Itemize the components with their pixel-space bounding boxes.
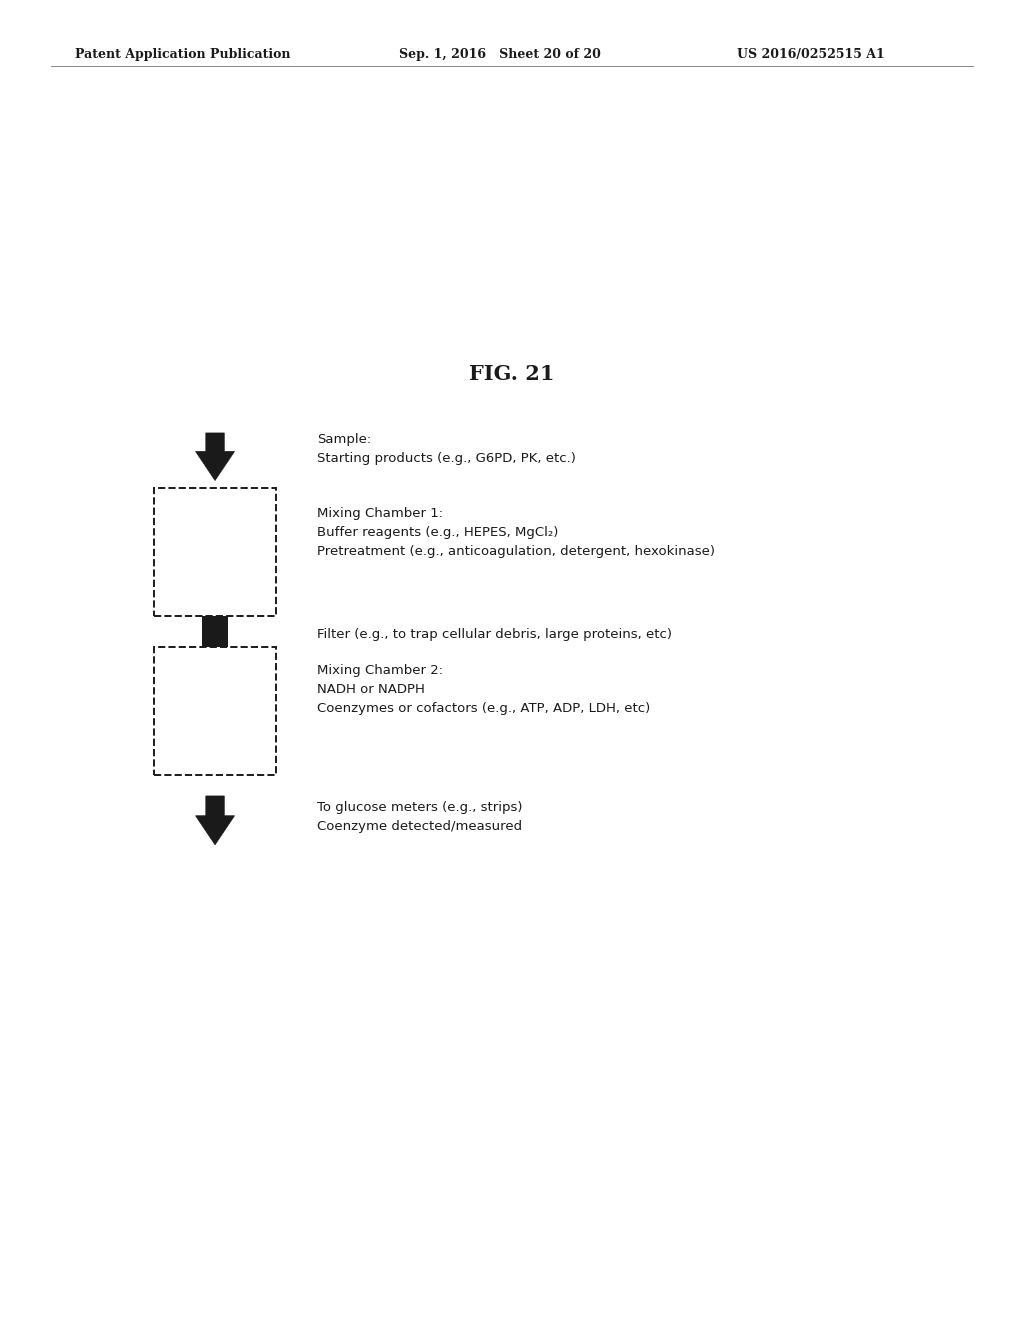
Text: Coenzymes or cofactors (e.g., ATP, ADP, LDH, etc): Coenzymes or cofactors (e.g., ATP, ADP, … — [317, 702, 650, 715]
Text: Patent Application Publication: Patent Application Publication — [75, 48, 290, 61]
Text: FIG. 21: FIG. 21 — [469, 364, 555, 384]
Text: Mixing Chamber 1:: Mixing Chamber 1: — [317, 507, 443, 520]
Text: To glucose meters (e.g., strips): To glucose meters (e.g., strips) — [317, 801, 523, 814]
Bar — [154, 647, 276, 775]
Polygon shape — [196, 433, 234, 480]
Text: NADH or NADPH: NADH or NADPH — [317, 684, 425, 696]
Text: Pretreatment (e.g., anticoagulation, detergent, hexokinase): Pretreatment (e.g., anticoagulation, det… — [317, 545, 716, 558]
Text: Coenzyme detected/measured: Coenzyme detected/measured — [317, 820, 522, 833]
Bar — [154, 488, 276, 616]
Bar — [202, 616, 228, 647]
Text: Buffer reagents (e.g., HEPES, MgCl₂): Buffer reagents (e.g., HEPES, MgCl₂) — [317, 525, 559, 539]
Text: Filter (e.g., to trap cellular debris, large proteins, etc): Filter (e.g., to trap cellular debris, l… — [317, 628, 673, 642]
Text: Sample:: Sample: — [317, 433, 372, 446]
Text: Sep. 1, 2016   Sheet 20 of 20: Sep. 1, 2016 Sheet 20 of 20 — [399, 48, 601, 61]
Text: Mixing Chamber 2:: Mixing Chamber 2: — [317, 664, 443, 677]
Text: US 2016/0252515 A1: US 2016/0252515 A1 — [737, 48, 885, 61]
Polygon shape — [196, 796, 234, 845]
Text: Starting products (e.g., G6PD, PK, etc.): Starting products (e.g., G6PD, PK, etc.) — [317, 451, 577, 465]
